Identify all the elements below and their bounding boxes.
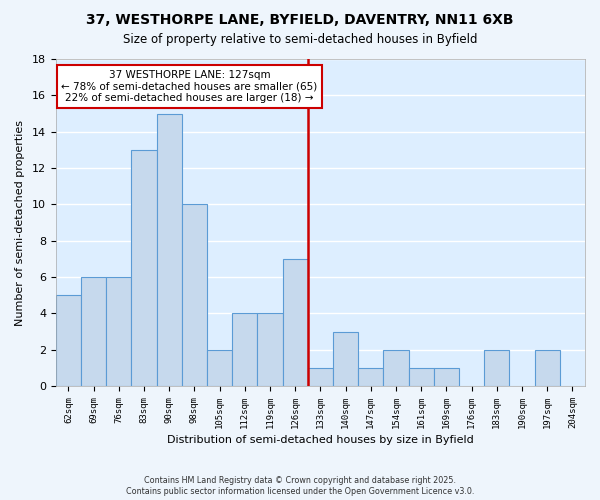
Bar <box>333 332 358 386</box>
X-axis label: Distribution of semi-detached houses by size in Byfield: Distribution of semi-detached houses by … <box>167 435 474 445</box>
Bar <box>131 150 157 386</box>
Text: Contains HM Land Registry data © Crown copyright and database right 2025.: Contains HM Land Registry data © Crown c… <box>144 476 456 485</box>
Bar <box>308 368 333 386</box>
Text: 37, WESTHORPE LANE, BYFIELD, DAVENTRY, NN11 6XB: 37, WESTHORPE LANE, BYFIELD, DAVENTRY, N… <box>86 12 514 26</box>
Bar <box>232 314 257 386</box>
Bar <box>434 368 459 386</box>
Bar <box>182 204 207 386</box>
Bar <box>409 368 434 386</box>
Bar <box>358 368 383 386</box>
Bar <box>484 350 509 386</box>
Text: Contains public sector information licensed under the Open Government Licence v3: Contains public sector information licen… <box>126 487 474 496</box>
Bar <box>283 259 308 386</box>
Bar <box>535 350 560 386</box>
Text: Size of property relative to semi-detached houses in Byfield: Size of property relative to semi-detach… <box>123 32 477 46</box>
Text: 37 WESTHORPE LANE: 127sqm
← 78% of semi-detached houses are smaller (65)
22% of : 37 WESTHORPE LANE: 127sqm ← 78% of semi-… <box>61 70 317 103</box>
Bar <box>106 277 131 386</box>
Bar <box>157 114 182 386</box>
Bar <box>207 350 232 386</box>
Bar <box>257 314 283 386</box>
Y-axis label: Number of semi-detached properties: Number of semi-detached properties <box>15 120 25 326</box>
Bar <box>56 295 81 386</box>
Bar <box>81 277 106 386</box>
Bar <box>383 350 409 386</box>
